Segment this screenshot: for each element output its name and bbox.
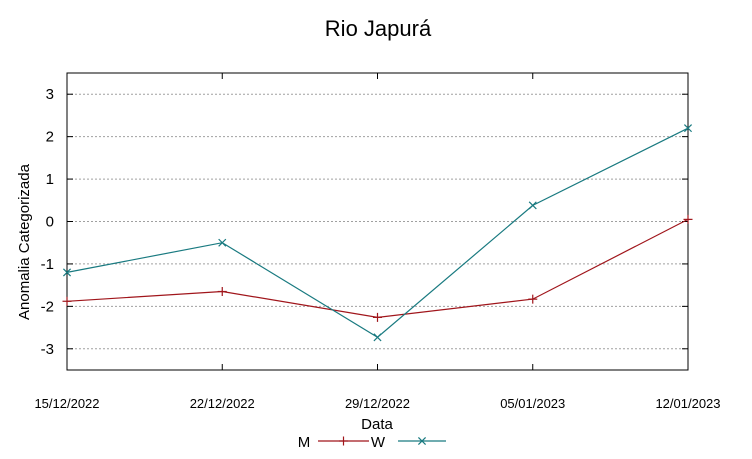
data-point-W (683, 124, 693, 133)
legend-item-W: W (371, 434, 446, 451)
legend-marker (417, 436, 427, 446)
data-point-W (373, 333, 382, 342)
data-point-M (528, 294, 538, 304)
data-point-M (62, 296, 72, 306)
legend-label: M (298, 434, 311, 451)
y-tick-label: -2 (41, 298, 54, 315)
x-axis: 15/12/2022 22/12/2022 29/12/2022 05/01/2023… (34, 73, 721, 411)
y-tick-label: 2 (46, 129, 54, 146)
series-area (62, 124, 693, 342)
x-tick-label: 22/12/2022 (190, 396, 255, 411)
y-axis-label: Anomalia Categorizada (16, 163, 33, 320)
y-tick-label: 3 (46, 86, 54, 103)
data-point-M (373, 312, 382, 322)
x-tick-label: 12/01/2023 (655, 396, 720, 411)
y-tick-label: -1 (41, 256, 54, 273)
x-tick-label: 29/12/2022 (345, 396, 410, 411)
legend-label: W (371, 434, 386, 451)
x-tick-label: 15/12/2022 (34, 396, 99, 411)
chart-title: Rio Japurá (325, 16, 432, 41)
legend-item-M: M (298, 434, 369, 451)
data-point-W (62, 268, 72, 277)
data-point-M (683, 214, 693, 224)
legend-marker (339, 436, 348, 446)
y-tick-label: 1 (46, 171, 54, 188)
x-axis-label: Data (361, 416, 393, 433)
grid (67, 93, 688, 350)
data-point-M (217, 287, 227, 297)
series-line-M (66, 218, 689, 319)
y-tick-label: -3 (41, 341, 54, 358)
y-axis: 3 2 1 0 -1 -2 -3 (41, 86, 688, 358)
data-point-W (528, 201, 537, 210)
data-point-W (218, 238, 227, 247)
x-tick-label: 05/01/2023 (500, 396, 565, 411)
y-tick-label: 0 (46, 214, 54, 231)
